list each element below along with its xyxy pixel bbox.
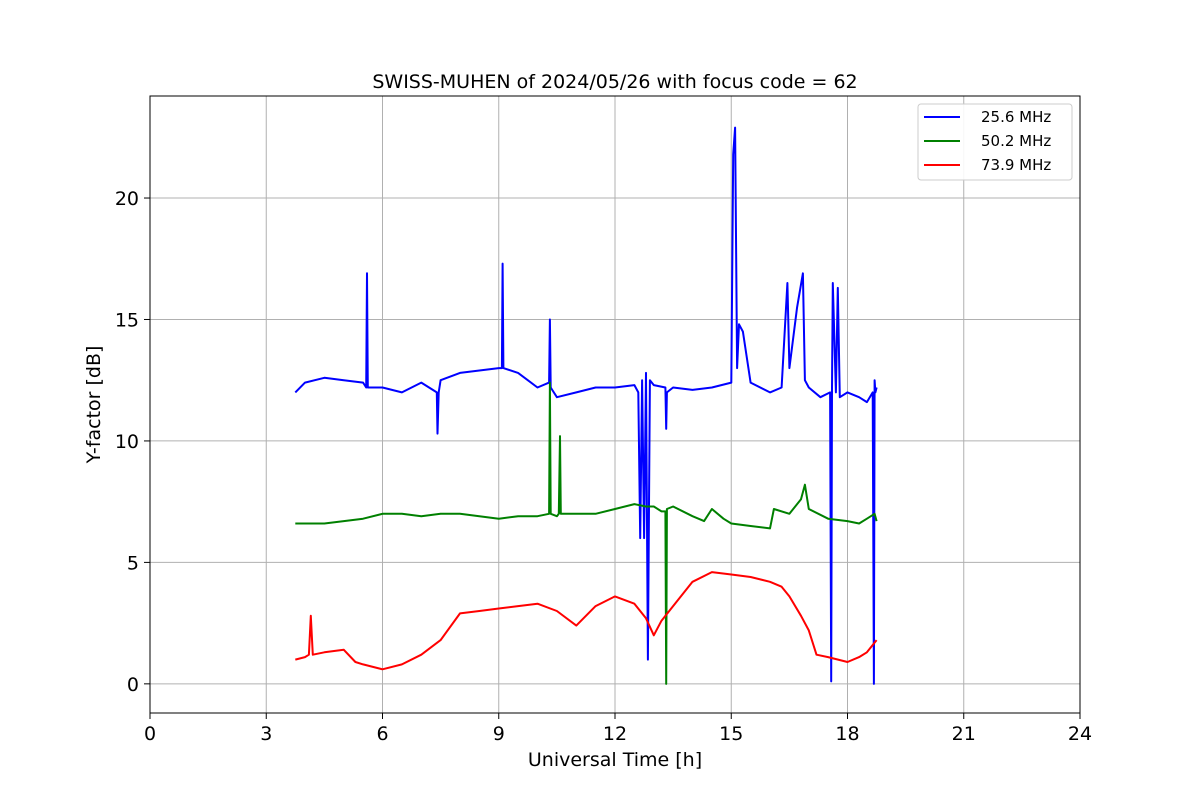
legend-box — [917, 103, 1073, 181]
y-axis-label: Y-factor [dB] — [83, 346, 105, 465]
y-tick-label: 15 — [115, 309, 139, 331]
series-line — [295, 571, 878, 671]
x-tick-label: 6 — [376, 723, 388, 745]
x-axis-label: Universal Time [h] — [528, 749, 702, 771]
y-tick-label: 20 — [115, 188, 139, 210]
y-tick-label: 10 — [115, 431, 139, 453]
axis-ticks: 0 3 6 9 12 15 18 21 24 0 5 10 15 20 — [115, 188, 1092, 745]
y-tick-label: 0 — [127, 674, 139, 696]
chart-title: SWISS-MUHEN of 2024/05/26 with focus cod… — [372, 71, 857, 93]
series-lines — [294, 126, 878, 685]
series-line — [294, 126, 878, 685]
x-tick-label: 18 — [835, 723, 859, 745]
legend-label: 25.6 MHz — [981, 108, 1051, 126]
legend: 25.6 MHz 50.2 MHz 73.9 MHz — [917, 103, 1073, 181]
legend-label: 73.9 MHz — [981, 156, 1051, 174]
x-tick-label: 0 — [144, 723, 156, 745]
grid-lines — [149, 96, 1081, 713]
x-tick-label: 12 — [603, 723, 627, 745]
series-line — [295, 381, 878, 685]
x-tick-label: 21 — [952, 723, 976, 745]
x-tick-label: 24 — [1068, 723, 1092, 745]
y-tick-label: 5 — [127, 552, 139, 574]
x-tick-label: 3 — [260, 723, 272, 745]
x-tick-label: 15 — [719, 723, 743, 745]
legend-label: 50.2 MHz — [981, 132, 1051, 150]
x-tick-label: 9 — [493, 723, 505, 745]
